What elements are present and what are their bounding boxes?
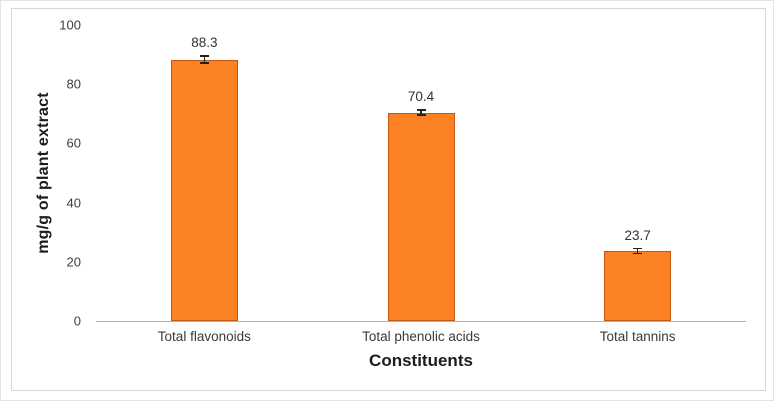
error-bar bbox=[199, 55, 209, 64]
plot-area: 88.3 70.4 23.7 bbox=[96, 25, 746, 321]
y-tick-label: 100 bbox=[59, 17, 81, 33]
value-label: 88.3 bbox=[191, 35, 218, 51]
x-axis-title: Constituents bbox=[369, 351, 473, 370]
y-tick-label: 60 bbox=[66, 135, 81, 151]
error-bar bbox=[633, 247, 643, 255]
value-label: 70.4 bbox=[407, 89, 435, 105]
bar bbox=[170, 59, 238, 321]
value-label: 23.7 bbox=[624, 227, 651, 243]
x-axis-line bbox=[96, 321, 746, 322]
error-bar bbox=[416, 109, 426, 116]
y-axis-title: mg/g of plant extract bbox=[35, 92, 52, 254]
y-tick-label: 40 bbox=[66, 195, 81, 211]
y-tick-label: 20 bbox=[66, 254, 81, 270]
category-label: Total phenolic acids bbox=[362, 329, 480, 344]
y-tick-label: 0 bbox=[73, 313, 81, 329]
y-tick-label: 80 bbox=[66, 76, 81, 92]
bar bbox=[387, 112, 455, 321]
category-label: Total tannins bbox=[599, 329, 676, 344]
bar bbox=[604, 250, 672, 321]
category-label: Total flavonoids bbox=[157, 329, 251, 344]
